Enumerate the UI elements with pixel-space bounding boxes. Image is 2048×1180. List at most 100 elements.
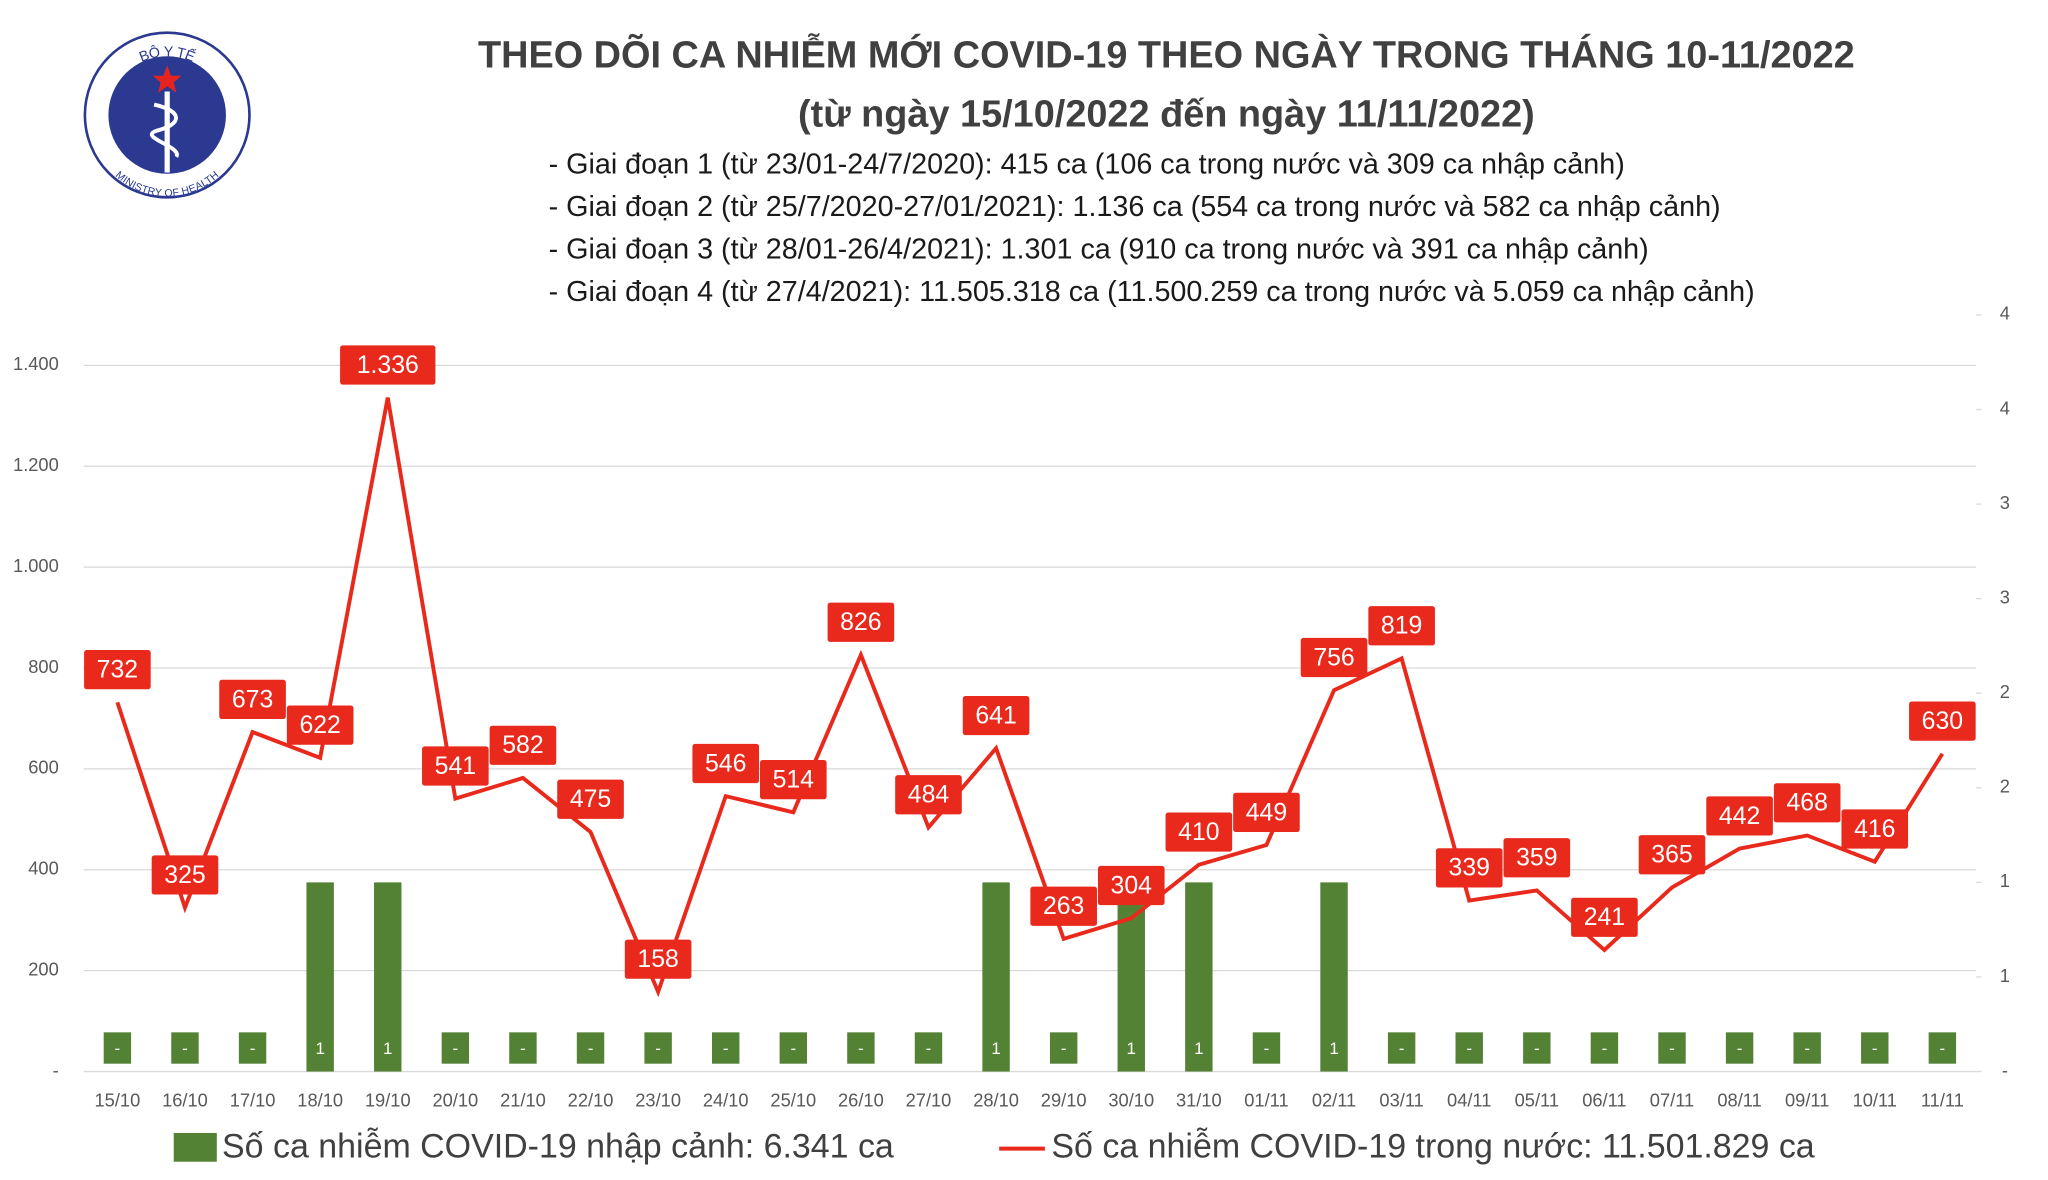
x-tick-label: 19/10	[365, 1089, 411, 1110]
chart-title: THEO DÕI CA NHIỄM MỚI COVID-19 THEO NGÀY…	[478, 32, 1855, 76]
value-label: 468	[1786, 790, 1827, 817]
value-label-box	[489, 725, 557, 765]
bar	[1455, 1032, 1483, 1064]
value-label-box	[1841, 809, 1909, 849]
x-tick-label: 27/10	[906, 1089, 952, 1110]
bar-value-label: -	[790, 1039, 796, 1058]
x-tick-label: 15/10	[95, 1089, 141, 1110]
bar	[644, 1032, 672, 1064]
x-tick-label: 31/10	[1176, 1089, 1222, 1110]
bar-value-label: -	[453, 1039, 459, 1058]
bar	[1185, 882, 1213, 1072]
note: - Giai đoạn 4 (từ 27/4/2021): 11.505.318…	[549, 276, 1755, 308]
y2-tick-label: 3	[2000, 586, 2010, 607]
value-label: 641	[975, 702, 1016, 729]
value-label-box	[219, 679, 286, 720]
x-tick-label: 05/11	[1515, 1089, 1559, 1110]
y2-tick-label: 4	[2000, 303, 2010, 324]
y2-tick-label: 2	[2000, 681, 2010, 702]
value-label-box	[1909, 701, 1976, 741]
bar-value-label: -	[520, 1039, 526, 1058]
bar	[103, 1032, 132, 1064]
y-tick-label: -	[53, 1059, 59, 1080]
note: - Giai đoạn 2 (từ 25/7/2020-27/01/2021):…	[549, 191, 1721, 223]
value-label-box	[1435, 848, 1503, 888]
logo-snake	[150, 102, 179, 158]
value-label-box	[827, 602, 895, 642]
bar	[1725, 1032, 1754, 1064]
value-label: 241	[1584, 904, 1625, 931]
bar-value-label: -	[1399, 1039, 1405, 1058]
value-label-box	[1503, 838, 1571, 878]
bar-value-label: -	[1737, 1039, 1743, 1058]
bar-value-label: -	[1061, 1039, 1067, 1058]
bar	[712, 1032, 740, 1064]
x-tick-label: 01/11	[1244, 1089, 1288, 1110]
bar-value-label: -	[1940, 1039, 1946, 1058]
value-label: 410	[1178, 819, 1219, 846]
bar	[576, 1032, 605, 1064]
value-label-box	[1638, 835, 1706, 875]
legend-label: Số ca nhiễm COVID-19 nhập cảnh: 6.341 ca	[222, 1128, 894, 1166]
value-label: 263	[1043, 893, 1084, 920]
value-label: 158	[637, 946, 678, 973]
x-tick-label: 21/10	[500, 1089, 546, 1110]
x-tick-label: 10/11	[1853, 1089, 1897, 1110]
x-tick-label: 18/10	[297, 1089, 343, 1110]
value-label: 325	[164, 862, 205, 889]
x-tick-label: 03/11	[1379, 1089, 1423, 1110]
bar-value-label: -	[655, 1039, 661, 1058]
bar-value-label: 1	[383, 1039, 392, 1058]
x-tick-label: 29/10	[1041, 1089, 1087, 1110]
logo-top-path: BỘ Y TẾ	[137, 43, 198, 65]
y-tick-label: 1.200	[13, 454, 59, 475]
value-label: 359	[1516, 845, 1557, 872]
bar-value-label: -	[1804, 1039, 1810, 1058]
y-tick-label: 600	[28, 757, 59, 778]
y2-tick-label: 2	[2000, 776, 2010, 797]
bar	[171, 1032, 199, 1064]
value-label-box	[340, 345, 436, 385]
value-label: 475	[570, 786, 611, 813]
bar	[374, 882, 402, 1072]
bar	[1928, 1032, 1957, 1064]
value-label: 582	[502, 732, 543, 759]
bar	[847, 1032, 875, 1064]
x-tick-label: 11/11	[1921, 1089, 1964, 1110]
y2-tick-label: 1	[2000, 870, 2010, 891]
value-label-box	[624, 939, 692, 979]
bar	[238, 1032, 267, 1064]
value-label: 673	[232, 686, 273, 713]
value-label: 484	[908, 782, 950, 809]
value-label: 365	[1651, 842, 1692, 869]
x-tick-label: 25/10	[770, 1089, 816, 1110]
bar	[306, 882, 334, 1072]
value-label-box	[1706, 796, 1773, 836]
y2-tick-label: -	[2002, 1059, 2008, 1080]
y-tick-label: 1.000	[13, 555, 59, 576]
legend-swatch	[173, 1132, 217, 1162]
bar	[1117, 882, 1145, 1072]
logo: BỘ Y TẾ MINISTRY OF HEALTH	[83, 31, 251, 199]
value-label-box	[760, 760, 827, 800]
chart-subtitle: (từ ngày 15/10/2022 đến ngày 11/11/2022)	[798, 93, 1535, 135]
bar-value-label: -	[115, 1039, 121, 1058]
logo-star	[152, 65, 182, 93]
bar-value-label: 1	[315, 1039, 324, 1058]
value-label-box	[1233, 792, 1300, 832]
value-label-box	[1773, 783, 1841, 823]
value-label: 449	[1246, 799, 1287, 826]
bar-value-label: -	[1872, 1039, 1878, 1058]
bar	[441, 1032, 470, 1064]
bar-value-label: -	[182, 1039, 188, 1058]
y2-tick-label: 3	[2000, 492, 2010, 513]
x-tick-label: 02/11	[1312, 1089, 1356, 1110]
bar	[1793, 1032, 1821, 1064]
x-tick-label: 06/11	[1582, 1089, 1626, 1110]
bar	[982, 882, 1010, 1072]
value-label: 339	[1449, 855, 1490, 882]
value-label-box	[1571, 897, 1638, 937]
value-label: 732	[97, 657, 138, 684]
